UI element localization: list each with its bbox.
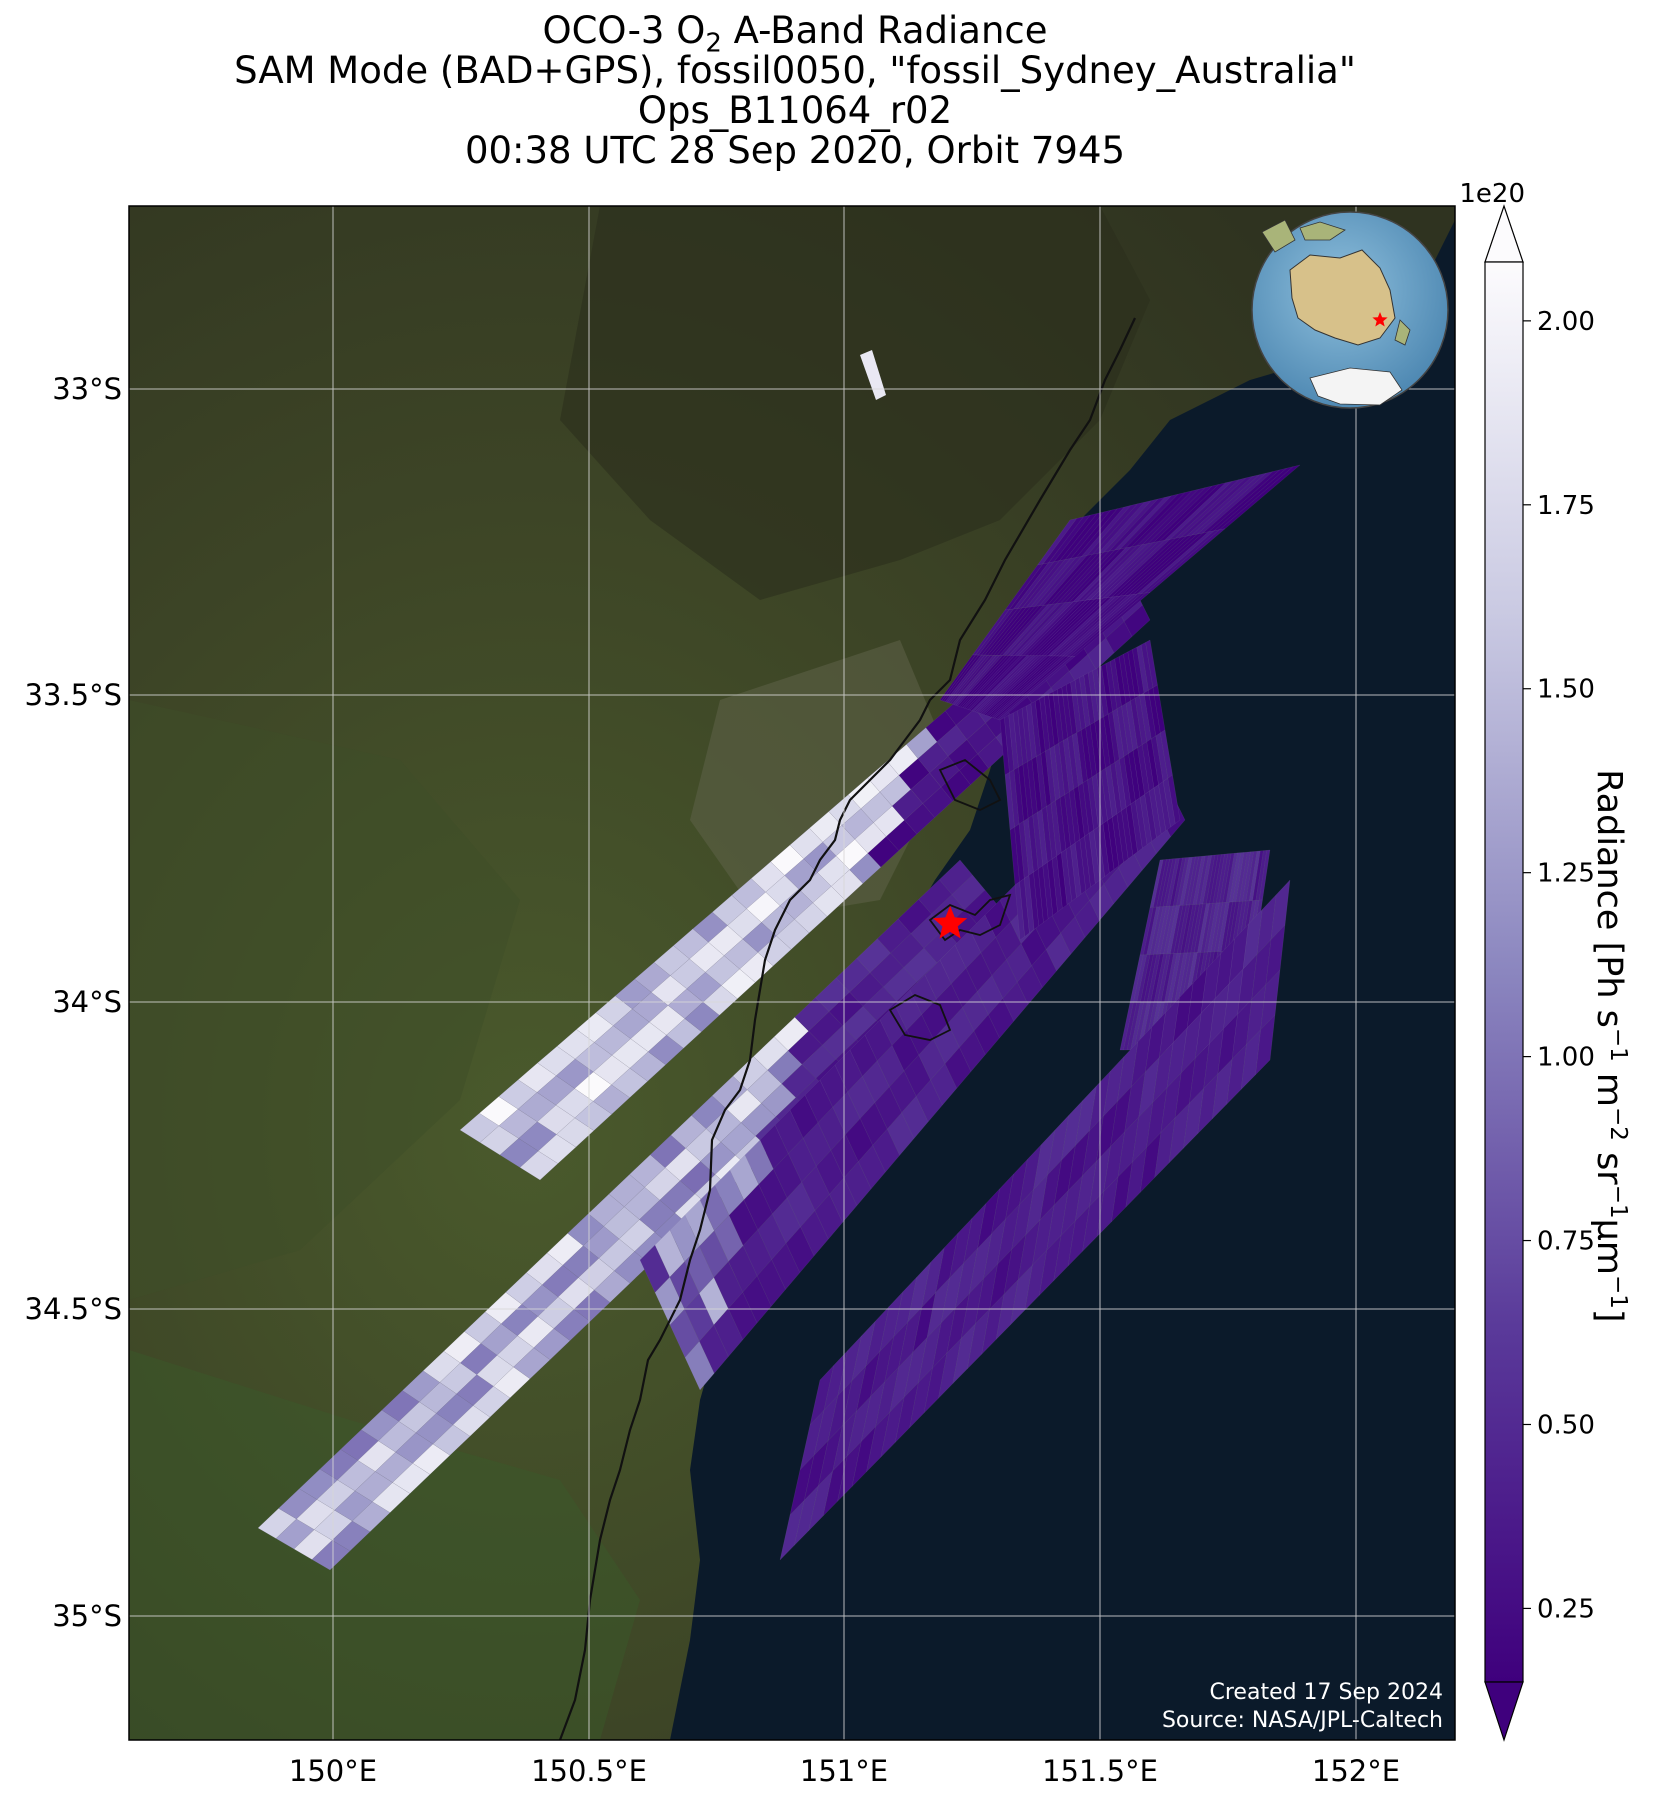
gridlines: [129, 206, 1455, 1740]
footprint-cell: [1167, 774, 1181, 824]
harbour-outline: [928, 893, 1012, 942]
colorbar-bar: [1484, 261, 1524, 1683]
colorbar-exponent: 1e20: [1459, 179, 1525, 209]
footprint-cell: [1255, 1014, 1276, 1076]
lat-label: 33.5°S: [25, 678, 122, 712]
coastline: [558, 317, 1136, 1740]
colorbar-tick-label: 1.50: [1537, 675, 1595, 705]
lon-label: 150°E: [289, 1754, 377, 1788]
australia-shape: [1289, 249, 1396, 346]
lat-label: 34°S: [52, 985, 122, 1019]
footprint-fragment: [860, 350, 886, 400]
colorbar-tick-label: 0.25: [1537, 1594, 1595, 1624]
lon-label: 151.5°E: [1042, 1754, 1158, 1788]
colorbar-extend-min: [1484, 1681, 1524, 1742]
globe-target-star-icon: [1372, 312, 1388, 327]
lon-label: 152°E: [1312, 1754, 1400, 1788]
colorbar-extend-max: [1484, 204, 1524, 263]
radiance-footprints: [257, 350, 1301, 1571]
colorbar-tick-label: 1.25: [1537, 859, 1595, 889]
footprint-cell: [1123, 604, 1151, 637]
antarctica-shape: [1309, 367, 1403, 406]
lat-label: 35°S: [52, 1599, 122, 1633]
lon-label: 150.5°E: [531, 1754, 647, 1788]
colorbar-tick-label: 0.50: [1537, 1410, 1595, 1440]
inset-globe: [1251, 211, 1449, 409]
map-frame: [128, 205, 1456, 1741]
title-line-4: 00:38 UTC 28 Sep 2020, Orbit 7945: [464, 129, 1126, 172]
title-line-3: Ops_B11064_r02: [637, 89, 953, 132]
colorbar-tick-label: 0.75: [1537, 1227, 1595, 1257]
lon-label: 151°E: [800, 1754, 888, 1788]
colorbar-tick-label: 2.00: [1537, 307, 1595, 337]
lat-label: 33°S: [52, 372, 122, 406]
latitude-labels: 33°S 33.5°S 34°S 34.5°S 35°S: [25, 372, 122, 1633]
colorbar: 0.25 0.50 0.75 1.00 1.25 1.50 1.75 2.00 1e20: [1459, 179, 1595, 1742]
colorbar-tick-label: 1.75: [1537, 491, 1595, 521]
colorbar-title: Radiance [Ph s−1 m−2 sr−1µm−1]: [1589, 769, 1631, 1323]
colorbar-tick-label: 1.00: [1537, 1043, 1595, 1073]
source-credit: Source: NASA/JPL-Caltech: [1162, 1708, 1443, 1733]
longitude-labels: 150°E 150.5°E 151°E 151.5°E 152°E: [289, 1754, 1400, 1788]
title-line-2: SAM Mode (BAD+GPS), fossil0050, "fossil_…: [234, 49, 1356, 92]
target-star-icon: [933, 905, 968, 939]
title-line-1: OCO-3 O2 A-Band Radiance: [542, 9, 1048, 59]
created-credit: Created 17 Sep 2024: [1210, 1680, 1444, 1705]
lat-label: 34.5°S: [25, 1292, 122, 1326]
